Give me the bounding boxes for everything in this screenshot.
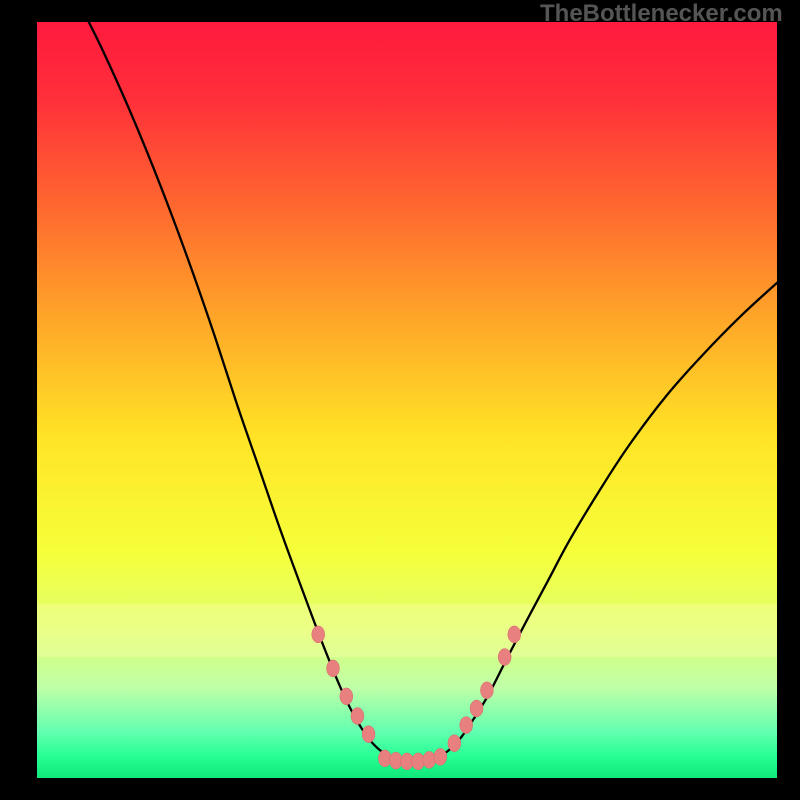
marker-dot <box>351 708 364 725</box>
marker-dot <box>434 748 447 765</box>
watermark-text: TheBottlenecker.com <box>540 0 783 28</box>
marker-dot <box>448 735 461 752</box>
marker-dot <box>480 682 493 699</box>
marker-dot <box>508 626 521 643</box>
marker-dot <box>362 726 375 743</box>
marker-dot <box>312 626 325 643</box>
marker-dot <box>423 751 436 768</box>
gradient-background <box>37 22 777 778</box>
marker-dot <box>340 688 353 705</box>
plot-area <box>37 22 777 778</box>
marker-dot <box>470 700 483 717</box>
marker-dot <box>378 750 391 767</box>
chart-svg <box>37 22 777 778</box>
pale-band <box>37 604 777 657</box>
marker-dot <box>460 717 473 734</box>
marker-dot <box>498 649 511 666</box>
marker-dot <box>327 660 340 677</box>
